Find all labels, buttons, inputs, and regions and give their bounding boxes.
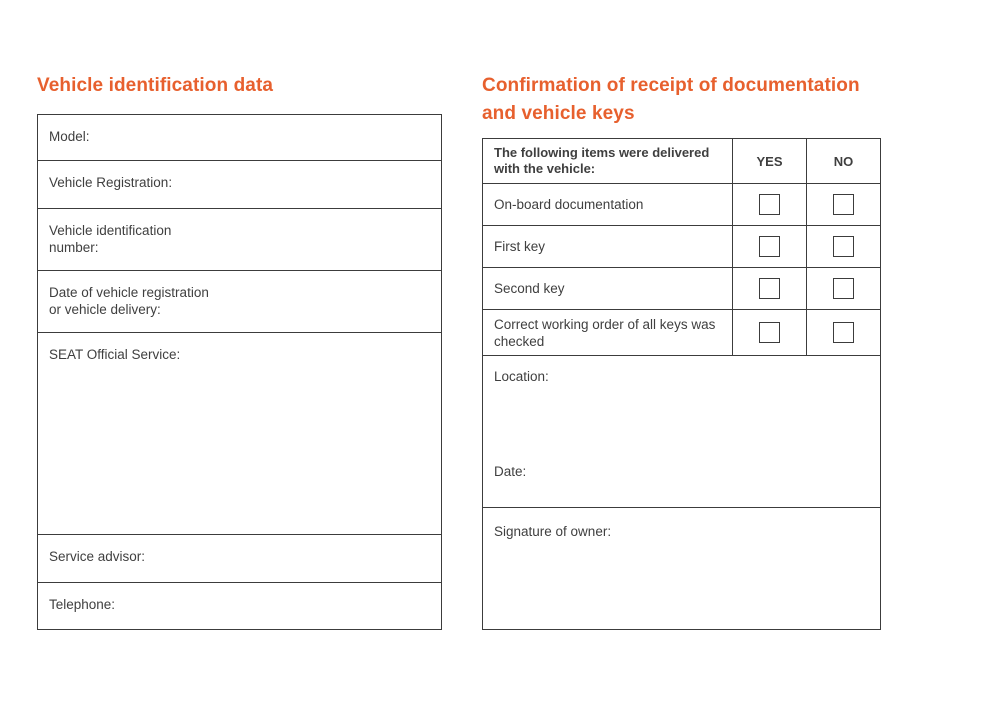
field-row-vin: Vehicle identification number: <box>38 209 441 271</box>
field-row-model: Model: <box>38 115 441 161</box>
keys-working-order-no-checkbox[interactable] <box>833 322 854 343</box>
second-key-yes-checkbox[interactable] <box>759 278 780 299</box>
vin-label: Vehicle identification number: <box>49 223 172 255</box>
onboard-documentation-label: On-board documentation <box>483 184 733 225</box>
vehicle-identification-section: Vehicle identification data Model: Vehic… <box>37 72 442 630</box>
first-key-no-checkbox[interactable] <box>833 236 854 257</box>
receipt-checklist-table: The following items were delivered with … <box>482 138 881 630</box>
second-key-no-checkbox[interactable] <box>833 278 854 299</box>
receipt-confirmation-section: Confirmation of receipt of documentation… <box>482 72 881 630</box>
signature-of-owner-label: Signature of owner: <box>494 524 612 539</box>
vehicle-registration-label: Vehicle Registration: <box>49 175 173 190</box>
keys-working-order-yes-checkbox[interactable] <box>759 322 780 343</box>
receipt-confirmation-title: Confirmation of receipt of documentation… <box>482 75 860 124</box>
keys-working-order-label: Correct working order of all keys was ch… <box>483 310 733 355</box>
telephone-label: Telephone: <box>49 597 116 612</box>
field-row-official-service: SEAT Official Service: <box>38 333 441 535</box>
no-column-header: NO <box>833 153 854 169</box>
first-key-yes-checkbox[interactable] <box>759 236 780 257</box>
official-service-label: SEAT Official Service: <box>49 347 181 362</box>
field-row-telephone: Telephone: <box>38 583 441 629</box>
field-row-registration-date: Date of vehicle registration or vehicle … <box>38 271 441 333</box>
field-row-vehicle-registration: Vehicle Registration: <box>38 161 441 209</box>
signature-cell: Signature of owner: <box>483 508 880 629</box>
field-row-service-advisor: Service advisor: <box>38 535 441 583</box>
service-advisor-label: Service advisor: <box>49 549 146 564</box>
model-label: Model: <box>49 129 90 144</box>
location-label: Location: <box>494 369 549 384</box>
checklist-header-row: The following items were delivered with … <box>483 139 880 184</box>
checklist-row-onboard-documentation: On-board documentation <box>483 184 880 226</box>
date-label: Date: <box>494 464 527 479</box>
checklist-row-keys-working-order: Correct working order of all keys was ch… <box>483 310 880 356</box>
first-key-label: First key <box>483 226 733 267</box>
checklist-header-label: The following items were delivered with … <box>483 139 733 183</box>
checklist-row-second-key: Second key <box>483 268 880 310</box>
vehicle-identification-table: Model: Vehicle Registration: Vehicle ide… <box>37 114 442 630</box>
yes-column-header: YES <box>733 139 807 183</box>
onboard-documentation-no-checkbox[interactable] <box>833 194 854 215</box>
vehicle-identification-title: Vehicle identification data <box>37 75 274 96</box>
checklist-row-first-key: First key <box>483 226 880 268</box>
onboard-documentation-yes-checkbox[interactable] <box>759 194 780 215</box>
second-key-label: Second key <box>483 268 733 309</box>
registration-date-label: Date of vehicle registration or vehicle … <box>49 285 209 317</box>
location-date-cell: Location: Date: <box>483 356 880 508</box>
